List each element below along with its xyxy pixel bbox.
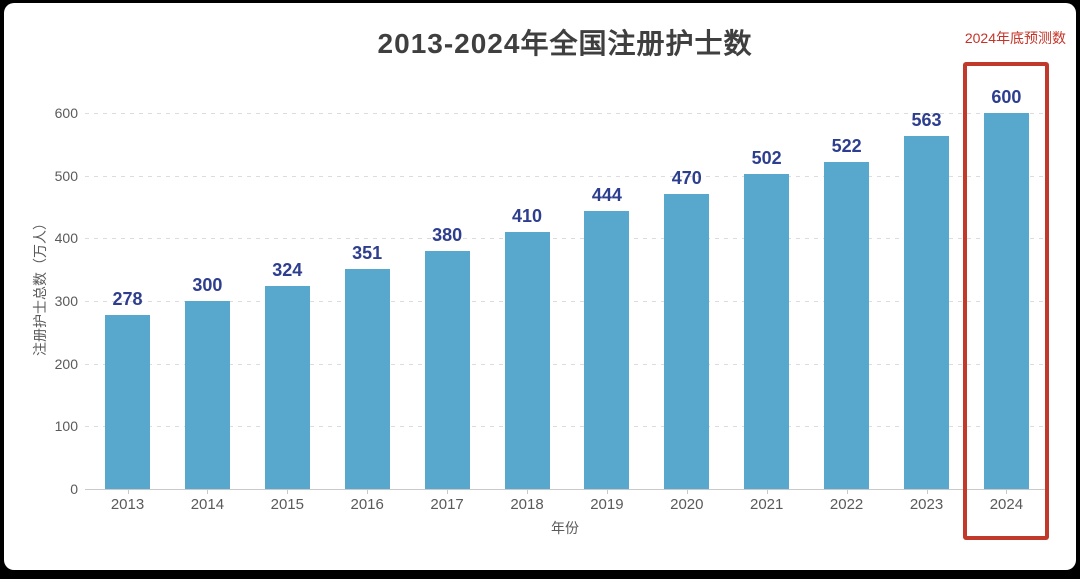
bar-2015	[264, 285, 310, 489]
x-tick-label-2019: 2019	[590, 496, 624, 513]
x-tick-label-2020: 2020	[670, 496, 704, 513]
chart-title: 2013-2024年全国注册护士数	[377, 28, 753, 59]
bar-2016	[344, 269, 390, 489]
x-tick-label-2024: 2024	[989, 496, 1024, 513]
y-tick-label-400: 400	[54, 230, 78, 247]
bar-2018	[504, 232, 550, 489]
bar-value-2018: 410	[511, 206, 543, 227]
gridline-400	[85, 238, 1045, 240]
bar-2013	[105, 314, 150, 489]
bar-value-2024: 600	[991, 87, 1022, 107]
bar-value-2020: 470	[671, 168, 702, 189]
bar-value-2017: 380	[432, 224, 463, 245]
bar-2021	[744, 174, 790, 489]
x-tick-mark-2023	[926, 490, 928, 494]
bar-value-2016: 351	[352, 243, 383, 264]
gridline-200	[85, 363, 1045, 365]
x-tick-label-2016: 2016	[350, 496, 384, 513]
bar-2014	[184, 301, 230, 489]
x-tick-mark-2015	[287, 490, 289, 494]
x-tick-mark-2019	[606, 490, 608, 494]
forecast-annotation: 2024年底预测数	[964, 30, 1066, 46]
bar-2020	[664, 194, 710, 489]
bar-2019	[584, 210, 630, 489]
y-tick-label-100: 100	[54, 418, 78, 435]
x-axis-title: 年份	[551, 520, 579, 536]
bar-value-2021: 502	[751, 148, 782, 169]
bar-value-2022: 522	[831, 135, 862, 156]
x-tick-label-2021: 2021	[750, 496, 784, 513]
bar-2017	[424, 250, 470, 489]
bar-value-2014: 300	[192, 275, 223, 295]
gridline-600	[85, 113, 1045, 114]
y-tick-label-500: 500	[54, 167, 78, 184]
bar-value-2015: 324	[272, 259, 303, 280]
x-tick-label-2014: 2014	[190, 496, 225, 513]
gridline-100	[85, 426, 1045, 428]
x-axis-line	[85, 489, 1045, 490]
bar-2022	[824, 161, 870, 489]
y-axis-title: 注册护士总数（万人）	[32, 216, 48, 356]
bar-value-2023: 563	[911, 110, 942, 131]
x-tick-mark-2020	[686, 490, 688, 494]
forecast-highlight-box	[963, 62, 1050, 540]
x-tick-mark-2016	[367, 490, 369, 494]
bar-value-2013: 278	[112, 288, 143, 309]
x-tick-mark-2013	[127, 490, 129, 494]
y-tick-label-200: 200	[54, 355, 78, 372]
x-tick-mark-2024	[1006, 490, 1008, 494]
y-tick-label-0: 0	[70, 481, 78, 497]
x-tick-label-2013: 2013	[110, 496, 145, 513]
bar-value-2019: 444	[591, 184, 622, 205]
x-tick-label-2018: 2018	[510, 496, 544, 513]
y-tick-label-300: 300	[54, 293, 78, 309]
x-tick-label-2017: 2017	[430, 496, 464, 513]
x-tick-label-2022: 2022	[829, 496, 864, 513]
bar-2024	[983, 113, 1029, 489]
x-tick-mark-2017	[447, 490, 449, 494]
x-tick-mark-2018	[527, 490, 528, 494]
bar-2023	[904, 136, 949, 489]
x-tick-label-2023: 2023	[909, 496, 944, 513]
y-tick-label-600: 600	[54, 105, 78, 121]
x-tick-mark-2022	[846, 490, 848, 494]
x-tick-mark-2014	[207, 490, 209, 494]
x-tick-mark-2021	[766, 490, 768, 494]
gridline-500	[85, 175, 1045, 177]
x-tick-label-2015: 2015	[270, 496, 304, 513]
gridline-300	[85, 301, 1045, 302]
